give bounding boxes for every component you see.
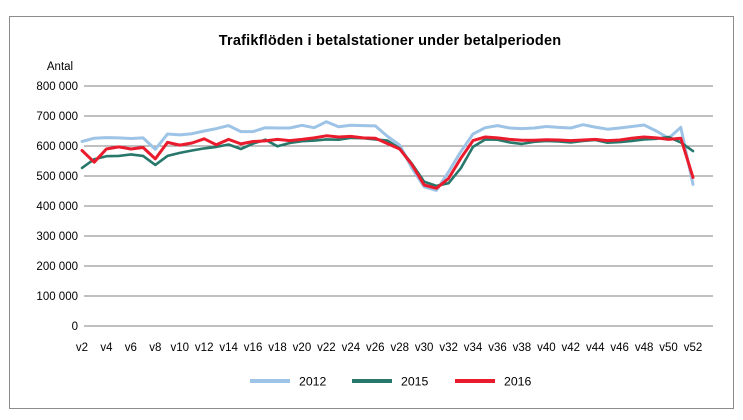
x-tick-label-v42: v42 <box>562 342 581 354</box>
x-tick-label-v50: v50 <box>659 342 678 354</box>
y-tick-label-300000: 300 000 <box>36 231 78 243</box>
legend-item-2015: 2015 <box>352 375 429 389</box>
legend-label-2016: 2016 <box>504 375 532 389</box>
x-tick-label-v2: v2 <box>76 342 88 354</box>
y-tick-label-0: 0 <box>72 321 78 333</box>
x-tick-label-v28: v28 <box>390 342 409 354</box>
legend-item-2012: 2012 <box>250 375 327 389</box>
x-tick-label-v30: v30 <box>415 342 434 354</box>
x-tick-label-v20: v20 <box>293 342 312 354</box>
y-axis-title: Antal <box>46 61 74 73</box>
x-tick-label-v16: v16 <box>244 342 263 354</box>
x-tick-label-v52: v52 <box>684 342 703 354</box>
y-tick-label-200000: 200 000 <box>36 261 78 273</box>
x-tick-label-v22: v22 <box>317 342 336 354</box>
x-tick-label-v44: v44 <box>586 342 605 354</box>
x-tick-label-v32: v32 <box>439 342 458 354</box>
legend-item-2016: 2016 <box>455 375 532 389</box>
x-tick-label-v36: v36 <box>488 342 507 354</box>
x-tick-label-v14: v14 <box>219 342 238 354</box>
x-tick-label-v18: v18 <box>268 342 287 354</box>
legend-label-2012: 2012 <box>299 375 327 389</box>
chart-outer-border <box>9 16 734 409</box>
x-tick-label-v46: v46 <box>610 342 629 354</box>
x-tick-label-v10: v10 <box>170 342 189 354</box>
y-tick-label-500000: 500 000 <box>36 171 78 183</box>
legend-label-2015: 2015 <box>401 375 429 389</box>
y-tick-label-400000: 400 000 <box>36 201 78 213</box>
x-tick-label-v24: v24 <box>342 342 361 354</box>
x-tick-label-v8: v8 <box>149 342 161 354</box>
series-line-2012 <box>80 120 695 192</box>
x-tick-label-v40: v40 <box>537 342 556 354</box>
series-line-2016 <box>80 134 695 190</box>
x-tick-label-v48: v48 <box>635 342 654 354</box>
y-tick-label-700000: 700 000 <box>36 111 78 123</box>
y-tick-label-600000: 600 000 <box>36 141 78 153</box>
x-tick-label-v34: v34 <box>464 342 483 354</box>
x-tick-label-v38: v38 <box>513 342 532 354</box>
x-tick-label-v26: v26 <box>366 342 385 354</box>
x-tick-label-v4: v4 <box>100 342 113 354</box>
y-tick-label-100000: 100 000 <box>36 291 78 303</box>
chart-title: Trafikflöden i betalstationer under beta… <box>218 33 562 49</box>
x-tick-label-v12: v12 <box>195 342 214 354</box>
y-tick-label-800000: 800 000 <box>36 81 78 93</box>
x-tick-label-v6: v6 <box>125 342 137 354</box>
